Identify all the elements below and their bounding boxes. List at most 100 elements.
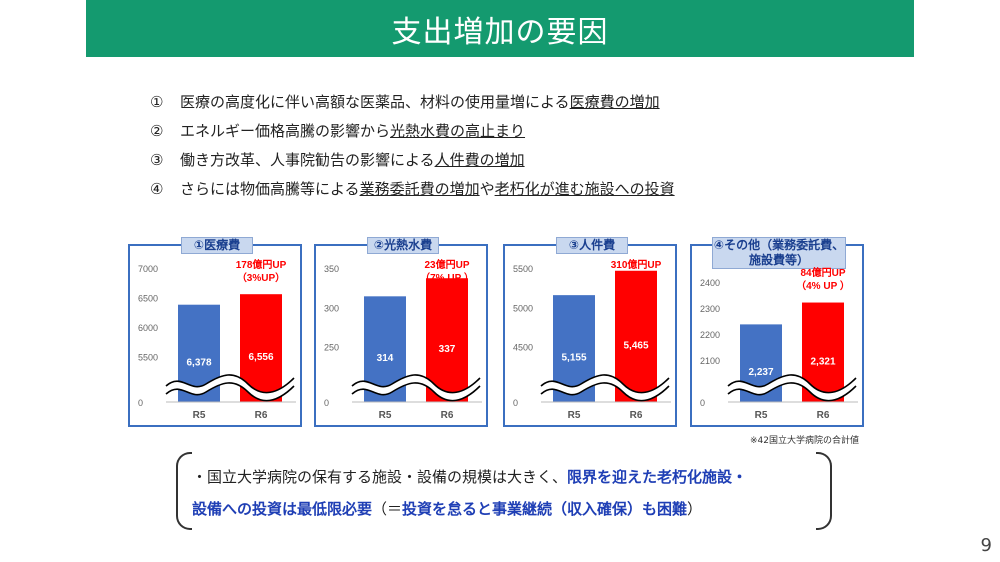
chart-panel-other: ④その他（業務委託費、 施設費等） 2400 2300 2200 2100 0 2,237 R5… bbox=[690, 237, 864, 427]
y-tick-label: 5500 bbox=[513, 264, 533, 274]
reason-number: ① bbox=[150, 93, 164, 111]
x-tick-label: R6 bbox=[630, 410, 643, 421]
data-label: 2,321 bbox=[810, 356, 835, 367]
chart-title: ③人件費 bbox=[556, 237, 628, 254]
reason-number: ③ bbox=[150, 151, 164, 169]
y-tick-label: 2200 bbox=[700, 330, 720, 340]
page-number: 9 bbox=[980, 535, 992, 556]
reason-text: や bbox=[479, 180, 495, 198]
x-tick-label: R5 bbox=[379, 410, 392, 421]
increase-annotation: （3%UP） bbox=[237, 271, 285, 284]
increase-annotation: 84億円UP bbox=[800, 266, 845, 279]
summary-line-1: ・国立大学病院の保有する施設・設備の規模は大きく、限界を迎えた老朽化施設・ bbox=[192, 466, 747, 487]
x-tick-label: R5 bbox=[755, 410, 768, 421]
reason-emphasis: 業務委託費の増加 bbox=[359, 180, 480, 198]
y-tick-label: 300 bbox=[324, 303, 339, 313]
axis-break-line bbox=[351, 374, 481, 394]
summary-emphasis: 限界を迎えた老朽化施設・ bbox=[567, 468, 748, 486]
increase-annotation: （7% UP ） bbox=[420, 271, 474, 284]
data-label: 337 bbox=[439, 344, 456, 355]
data-label: 2,237 bbox=[748, 367, 773, 378]
reason-emphasis: 光熱水費の高止まり bbox=[390, 122, 526, 140]
axis-break-gap bbox=[163, 375, 297, 400]
y-tick-label: 2100 bbox=[700, 356, 720, 366]
reason-emphasis: 老朽化が進む施設への投資 bbox=[494, 180, 675, 198]
reason-number: ② bbox=[150, 122, 164, 140]
x-tick-label: R5 bbox=[568, 410, 581, 421]
reasons-list: ① 医療の高度化に伴い高額な医薬品、材料の使用量増による医療費の増加 ② エネルギー… bbox=[150, 88, 675, 204]
axis-break-gap bbox=[538, 375, 672, 400]
data-label: 6,556 bbox=[248, 352, 273, 363]
axis-break-line bbox=[540, 374, 670, 394]
axis-break-gap bbox=[349, 375, 483, 400]
chart-title-line: 施設費等） bbox=[748, 253, 809, 267]
data-label: 314 bbox=[377, 353, 394, 364]
bar-chart: 350 300 250 0 314 R5 337 R6 23億円UP（7% UP ） bbox=[324, 258, 483, 421]
y-tick-label: 5000 bbox=[513, 303, 533, 313]
reason-emphasis: 人件費の増加 bbox=[434, 151, 525, 169]
chart-title: ②光熱水費 bbox=[367, 237, 439, 254]
x-tick-label: R5 bbox=[193, 410, 206, 421]
y-tick-label: 350 bbox=[324, 264, 339, 274]
bar-R6 bbox=[426, 278, 468, 402]
bar-chart: 2400 2300 2200 2100 0 2,237 R5 2,321 R6 84億円UP（4%… bbox=[700, 266, 859, 421]
right-bracket bbox=[816, 452, 832, 530]
reason-text: 医療の高度化に伴い高額な医薬品、材料の使用量増による bbox=[180, 93, 570, 111]
reason-number: ④ bbox=[150, 180, 164, 198]
left-bracket bbox=[176, 452, 192, 530]
chart-panel-utilities: ②光熱水費 350 300 250 0 314 R5 337 R6 23億円UP （7% UP ） bbox=[314, 237, 488, 427]
chart-title: ①医療費 bbox=[181, 237, 253, 254]
axis-break-gap bbox=[725, 375, 859, 400]
chart-panel-personnel: ③人件費 5500 5000 4500 0 5,155 R5 5,465 R6 310億円UP （6… bbox=[503, 237, 677, 427]
y-tick-label: 6500 bbox=[138, 294, 158, 304]
chart-title: ④その他（業務委託費、 施設費等） bbox=[712, 237, 846, 269]
data-label: 5,465 bbox=[623, 340, 648, 351]
increase-annotation: 178億円UP bbox=[236, 258, 287, 271]
y-tick-label: 0 bbox=[700, 398, 705, 408]
chart-panel-medical: ①医療費 7000 6500 6000 5500 0 6,378 R5 6,556 R6 178億円… bbox=[128, 237, 302, 427]
y-tick-label: 250 bbox=[324, 343, 339, 353]
y-tick-label: 2300 bbox=[700, 304, 720, 314]
y-tick-label: 6000 bbox=[138, 323, 158, 333]
axis-break-line bbox=[165, 374, 295, 394]
axis-break-line bbox=[727, 374, 857, 394]
data-label: 5,155 bbox=[561, 353, 586, 364]
reason-item: ② エネルギー価格高騰の影響から光熱水費の高止まり bbox=[150, 117, 675, 146]
y-tick-label: 4500 bbox=[513, 343, 533, 353]
y-tick-label: 0 bbox=[324, 398, 329, 408]
reason-text: 働き方改革、人事院勧告の影響による bbox=[180, 151, 435, 169]
summary-emphasis: 投資を怠ると事業継続（収入確保）も困難 bbox=[402, 500, 688, 518]
chart-title-line: ②光熱水費 bbox=[373, 238, 433, 252]
x-tick-label: R6 bbox=[255, 410, 268, 421]
increase-annotation: （6% UP ） bbox=[609, 271, 663, 284]
chart-title-line: ④その他（業務委託費、 bbox=[713, 238, 845, 252]
bar-chart: 7000 6500 6000 5500 0 6,378 R5 6,556 R6 178億円UP（3… bbox=[138, 258, 297, 421]
summary-text: ・国立大学病院の保有する施設・設備の規模は大きく、 bbox=[192, 468, 568, 486]
reason-item: ③ 働き方改革、人事院勧告の影響による人件費の増加 bbox=[150, 146, 675, 175]
x-tick-label: R6 bbox=[817, 410, 830, 421]
increase-annotation: （4% UP ） bbox=[796, 279, 850, 292]
summary-emphasis: 設備への投資は最低限必要 bbox=[192, 500, 373, 518]
y-tick-label: 2400 bbox=[700, 278, 720, 288]
reason-emphasis: 医療費の増加 bbox=[569, 93, 660, 111]
axis-break-line bbox=[351, 382, 481, 402]
reason-text: エネルギー価格高騰の影響から bbox=[180, 122, 391, 140]
chart-title-line: ③人件費 bbox=[568, 238, 616, 252]
summary-text: （＝ bbox=[372, 500, 403, 518]
slide-title: 支出増加の要因 bbox=[86, 0, 914, 57]
summary-box: ・国立大学病院の保有する施設・設備の規模は大きく、限界を迎えた老朽化施設・ 設備… bbox=[176, 452, 832, 530]
increase-annotation: 310億円UP bbox=[611, 258, 662, 271]
y-tick-label: 0 bbox=[138, 398, 143, 408]
axis-break-line bbox=[165, 382, 295, 402]
x-tick-label: R6 bbox=[441, 410, 454, 421]
axis-break-line bbox=[540, 382, 670, 402]
reason-item: ④ さらには物価高騰等による業務委託費の増加や老朽化が進む施設への投資 bbox=[150, 175, 675, 204]
data-label: 6,378 bbox=[186, 357, 211, 368]
increase-annotation: 23億円UP bbox=[424, 258, 469, 271]
summary-text: ） bbox=[687, 500, 703, 518]
bar-chart: 5500 5000 4500 0 5,155 R5 5,465 R6 310億円UP（6% UP… bbox=[513, 258, 672, 421]
y-tick-label: 0 bbox=[513, 398, 518, 408]
chart-title-line: ①医療費 bbox=[193, 238, 241, 252]
y-tick-label: 5500 bbox=[138, 353, 158, 363]
reason-item: ① 医療の高度化に伴い高額な医薬品、材料の使用量増による医療費の増加 bbox=[150, 88, 675, 117]
